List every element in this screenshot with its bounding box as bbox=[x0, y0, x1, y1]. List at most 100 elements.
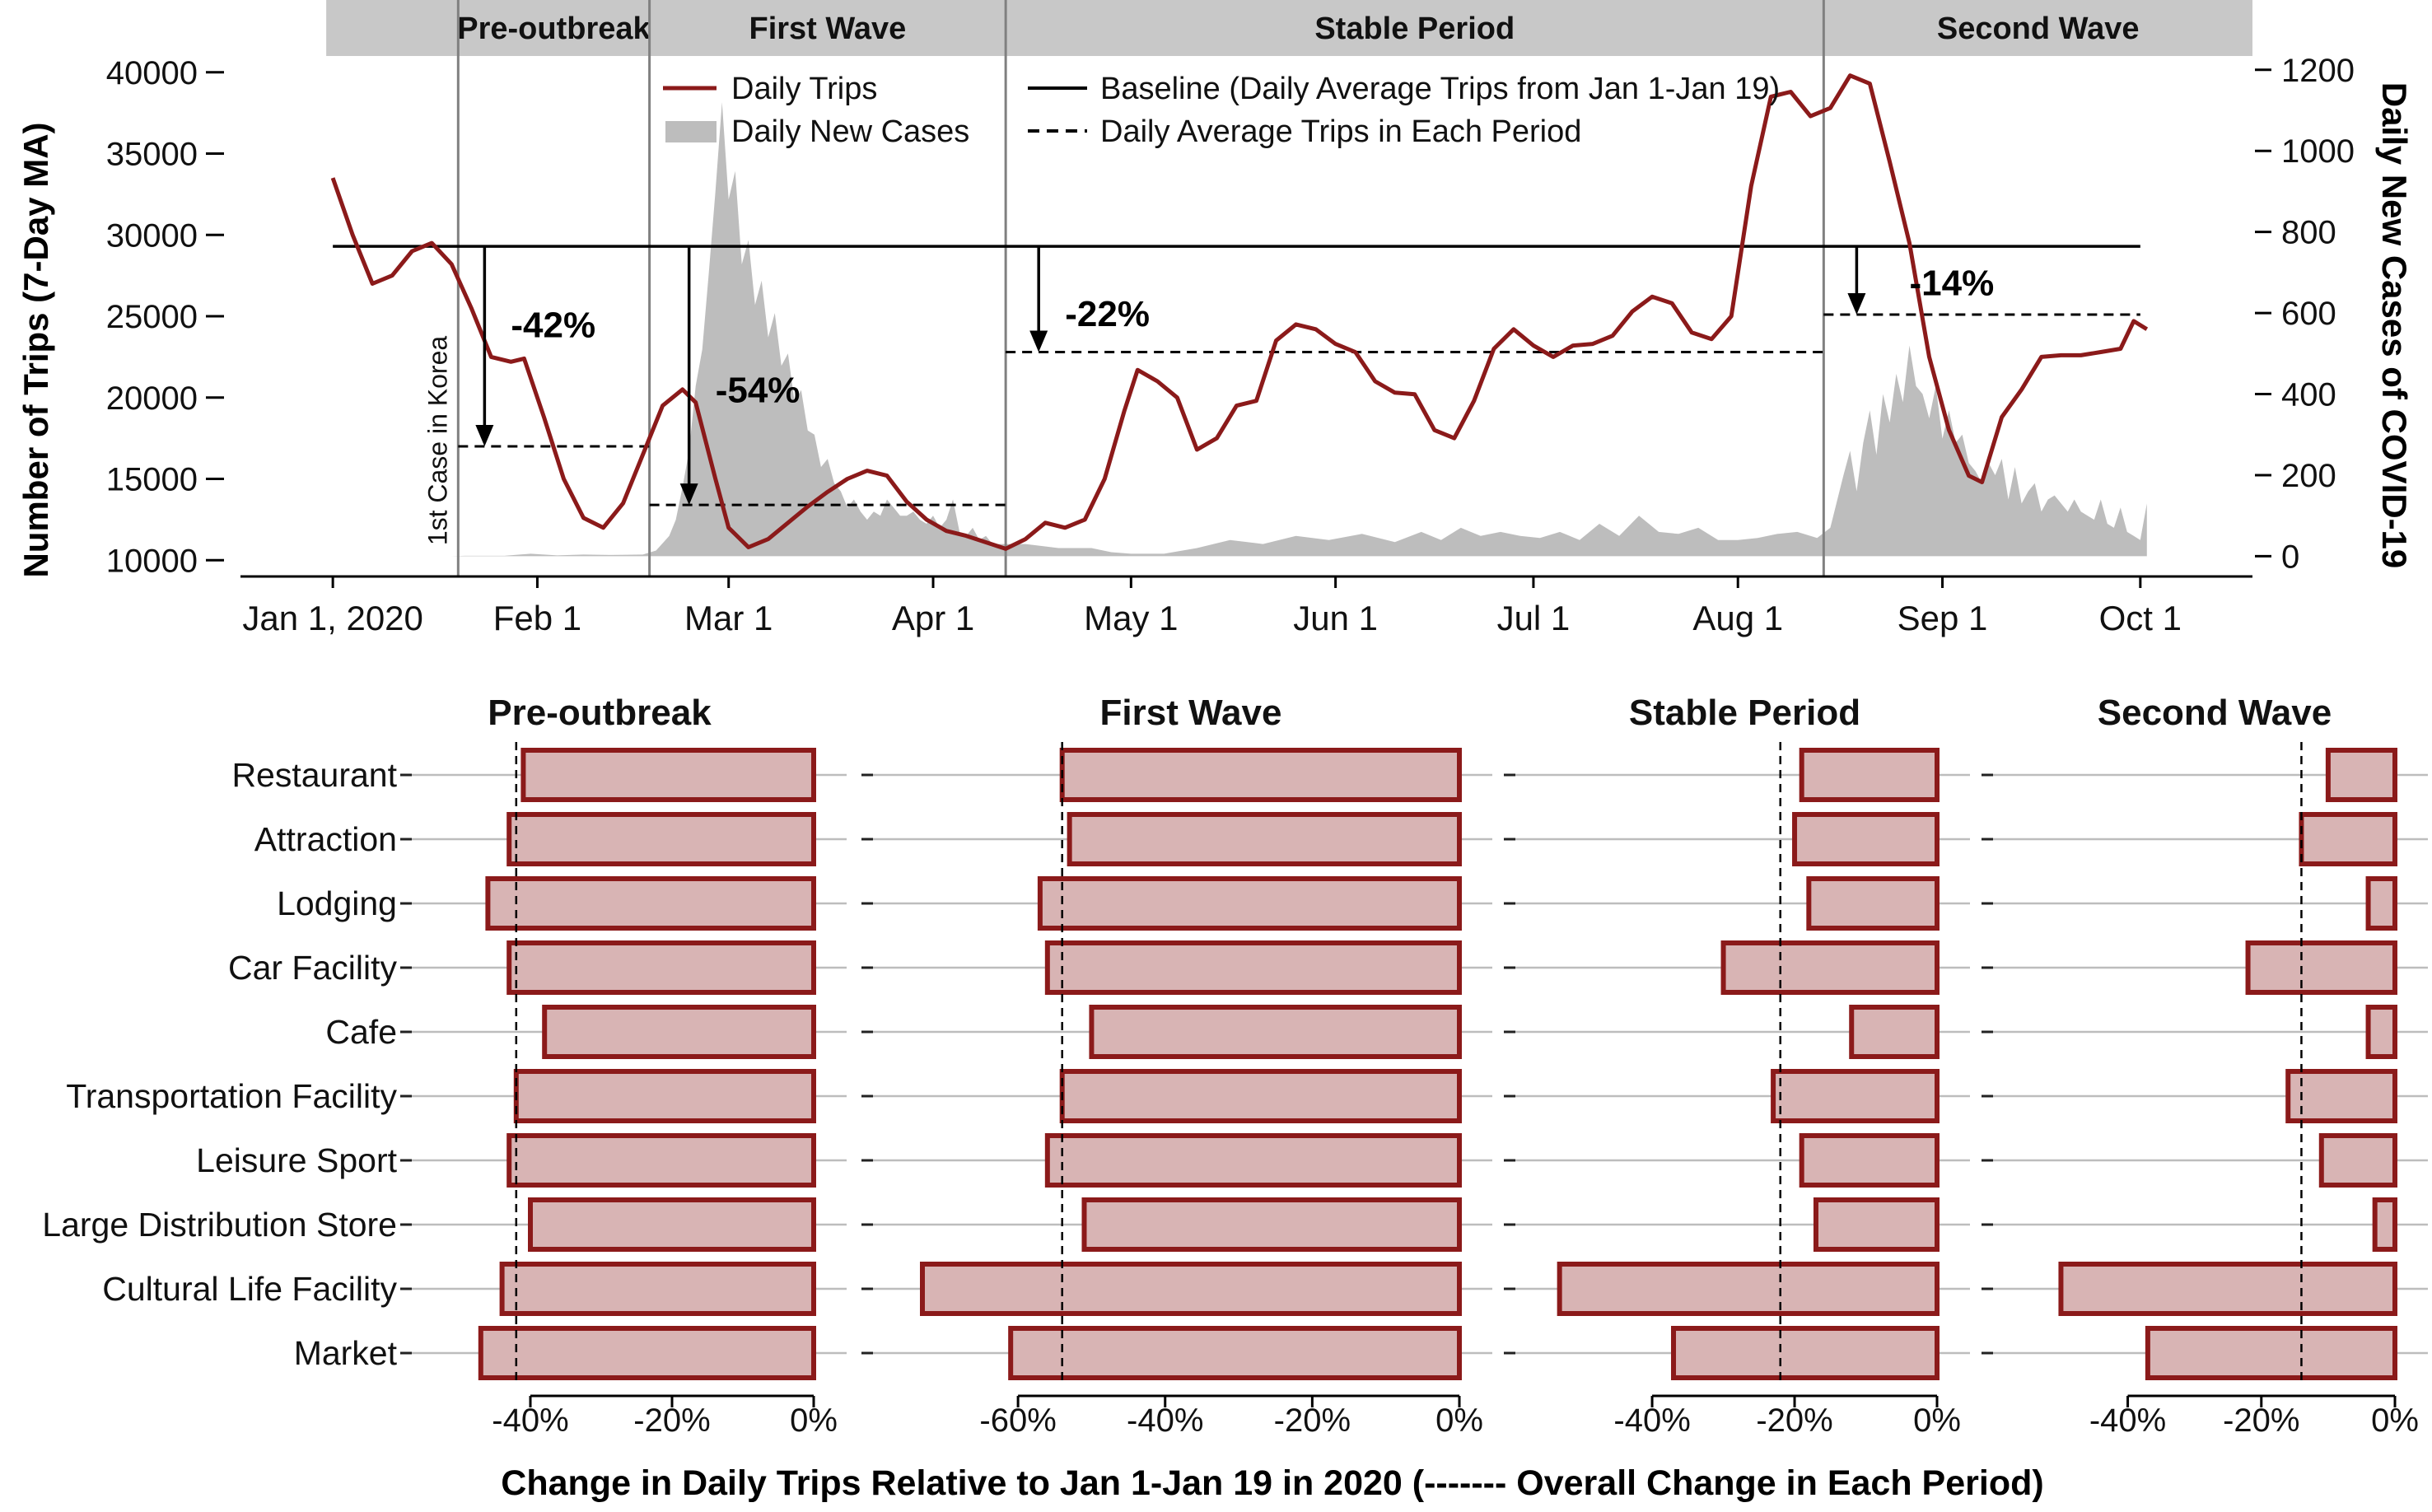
right-y-tick-label-4: 800 bbox=[2281, 215, 2336, 251]
period-bands: Pre-outbreak First Wave Stable Period Secon… bbox=[326, 0, 2252, 56]
daily-trips-line bbox=[330, 73, 2149, 551]
bar-6 bbox=[506, 1133, 816, 1188]
left-y-tick-label-3: 25000 bbox=[106, 299, 198, 335]
category-label-6: Leisure Sport bbox=[196, 1141, 397, 1179]
bar-x-tick-label-0: -40% bbox=[2089, 1402, 2166, 1439]
right-axis-label: Daily New Cases of COVID-19 bbox=[2375, 82, 2414, 569]
period-band-label-0: Pre-outbreak bbox=[457, 12, 651, 46]
bar-9 bbox=[1008, 1326, 1462, 1380]
reduction-label-1: -54% bbox=[716, 371, 801, 411]
bar-4 bbox=[542, 1005, 816, 1059]
category-label-0: Restaurant bbox=[231, 756, 397, 794]
first-case-annotation: 1st Case in Korea bbox=[422, 336, 452, 546]
period-band-label-2: Stable Period bbox=[1314, 12, 1515, 46]
line-chart-panel: Pre-outbreak First Wave Stable Period Secon… bbox=[16, 0, 2414, 637]
reduction-arrow-head-0 bbox=[475, 425, 494, 447]
period-divider-lines bbox=[456, 0, 1825, 576]
bar-6 bbox=[1044, 1133, 1462, 1188]
x-tick-label-7: Aug 1 bbox=[1692, 599, 1783, 637]
bar-9 bbox=[478, 1326, 816, 1380]
bar-6 bbox=[1799, 1133, 1940, 1188]
bar-7 bbox=[1813, 1197, 1940, 1252]
bar-chart-x-axis-label: Change in Daily Trips Relative to Jan 1-… bbox=[501, 1463, 2043, 1503]
category-label-1: Attraction bbox=[254, 820, 397, 858]
daily-new-cases-area bbox=[333, 102, 2147, 557]
reduction-arrow-head-3 bbox=[1847, 293, 1866, 315]
bar-x-tick-label-1: -20% bbox=[1756, 1402, 1832, 1439]
reference-lines bbox=[333, 245, 2140, 506]
legend-label-cases: Daily New Cases bbox=[731, 114, 969, 149]
right-y-tick-label-5: 1000 bbox=[2281, 133, 2355, 170]
bar-x-tick-label-3: 0% bbox=[1435, 1402, 1483, 1439]
bar-6 bbox=[2318, 1133, 2398, 1188]
bar-7 bbox=[1081, 1197, 1462, 1252]
period-band-0 bbox=[458, 0, 650, 56]
bar-1 bbox=[506, 812, 816, 866]
period-band-1 bbox=[649, 0, 1006, 56]
x-tick-label-2: Mar 1 bbox=[684, 599, 773, 637]
right-y-tick-label-2: 400 bbox=[2281, 377, 2336, 413]
bar-8 bbox=[920, 1262, 1462, 1316]
bar-panel-3: Second Wave -40% -20% 0% bbox=[1982, 693, 2428, 1439]
bar-2 bbox=[1806, 876, 1940, 931]
right-y-tick-label-0: 0 bbox=[2281, 539, 2299, 575]
cases-area-layer bbox=[333, 102, 2147, 557]
category-label-4: Cafe bbox=[325, 1013, 397, 1051]
x-tick-label-6: Jul 1 bbox=[1497, 599, 1571, 637]
bar-panel-1: First Wave -60% -40% -20% 0% bbox=[861, 693, 1492, 1439]
bar-x-tick-label-0: -40% bbox=[492, 1402, 568, 1439]
line-chart-legend: Daily Trips Daily New Cases Baseline (Dail… bbox=[663, 72, 1780, 149]
left-y-tick-label-2: 20000 bbox=[106, 380, 198, 417]
x-tick-label-3: Apr 1 bbox=[892, 599, 974, 637]
left-y-tick-label-1: 15000 bbox=[106, 462, 198, 498]
right-y-tick-label-3: 600 bbox=[2281, 296, 2336, 332]
bar-x-tick-label-1: -20% bbox=[633, 1402, 710, 1439]
reduction-label-2: -22% bbox=[1065, 294, 1150, 334]
x-tick-label-0: Jan 1, 2020 bbox=[242, 599, 423, 637]
bar-panel-title-3: Second Wave bbox=[2098, 693, 2332, 733]
bar-4 bbox=[1089, 1005, 1463, 1059]
bar-4 bbox=[1849, 1005, 1940, 1059]
bar-3 bbox=[1720, 940, 1940, 995]
period-band-pre-gap bbox=[326, 0, 459, 56]
bar-7 bbox=[2372, 1197, 2398, 1252]
category-label-9: Market bbox=[294, 1334, 398, 1372]
bar-x-tick-label-1: -40% bbox=[1127, 1402, 1203, 1439]
bar-0 bbox=[2325, 748, 2398, 802]
period-band-3 bbox=[1823, 0, 2252, 56]
reduction-annotations: -42% -54% -22% -14% 1st Case in Korea bbox=[422, 246, 1994, 545]
bar-x-tick-label-2: 0% bbox=[790, 1402, 838, 1439]
bar-8 bbox=[499, 1262, 816, 1316]
x-tick-label-8: Sep 1 bbox=[1898, 599, 1988, 637]
x-tick-label-9: Oct 1 bbox=[2099, 599, 2182, 637]
bar-5 bbox=[2285, 1069, 2397, 1123]
reduction-label-3: -14% bbox=[1909, 263, 1994, 303]
category-label-7: Large Distribution Store bbox=[42, 1206, 397, 1244]
trips-line-layer bbox=[330, 73, 2149, 551]
x-tick-label-5: Jun 1 bbox=[1293, 599, 1378, 637]
right-y-tick-label-6: 1200 bbox=[2281, 53, 2355, 89]
bar-9 bbox=[2145, 1326, 2398, 1380]
bar-panel-title-1: First Wave bbox=[1100, 693, 1282, 733]
bar-3 bbox=[2245, 940, 2398, 995]
bar-panel-title-2: Stable Period bbox=[1629, 693, 1860, 733]
left-y-tick-label-6: 40000 bbox=[106, 55, 198, 91]
line-chart-axes: Jan 1, 2020 Feb 1 Mar 1 Apr 1 May 1 Jun 1 Jul … bbox=[106, 53, 2355, 637]
left-y-tick-label-0: 10000 bbox=[106, 543, 198, 579]
bar-x-tick-label-2: 0% bbox=[2371, 1402, 2419, 1439]
bar-x-tick-label-0: -60% bbox=[979, 1402, 1056, 1439]
bar-1 bbox=[1792, 812, 1940, 866]
bar-5 bbox=[513, 1069, 816, 1123]
legend-label-period-average: Daily Average Trips in Each Period bbox=[1100, 114, 1581, 149]
bar-2 bbox=[485, 876, 817, 931]
bar-0 bbox=[1059, 748, 1462, 802]
bar-2 bbox=[1037, 876, 1462, 931]
bar-panel-title-0: Pre-outbreak bbox=[488, 693, 712, 733]
bar-9 bbox=[1671, 1326, 1940, 1380]
bar-panel-2: Stable Period -40% -20% 0% bbox=[1504, 693, 1970, 1439]
bar-x-tick-label-2: -20% bbox=[1274, 1402, 1351, 1439]
category-label-5: Transportation Facility bbox=[66, 1077, 397, 1115]
bar-2 bbox=[2365, 876, 2398, 931]
